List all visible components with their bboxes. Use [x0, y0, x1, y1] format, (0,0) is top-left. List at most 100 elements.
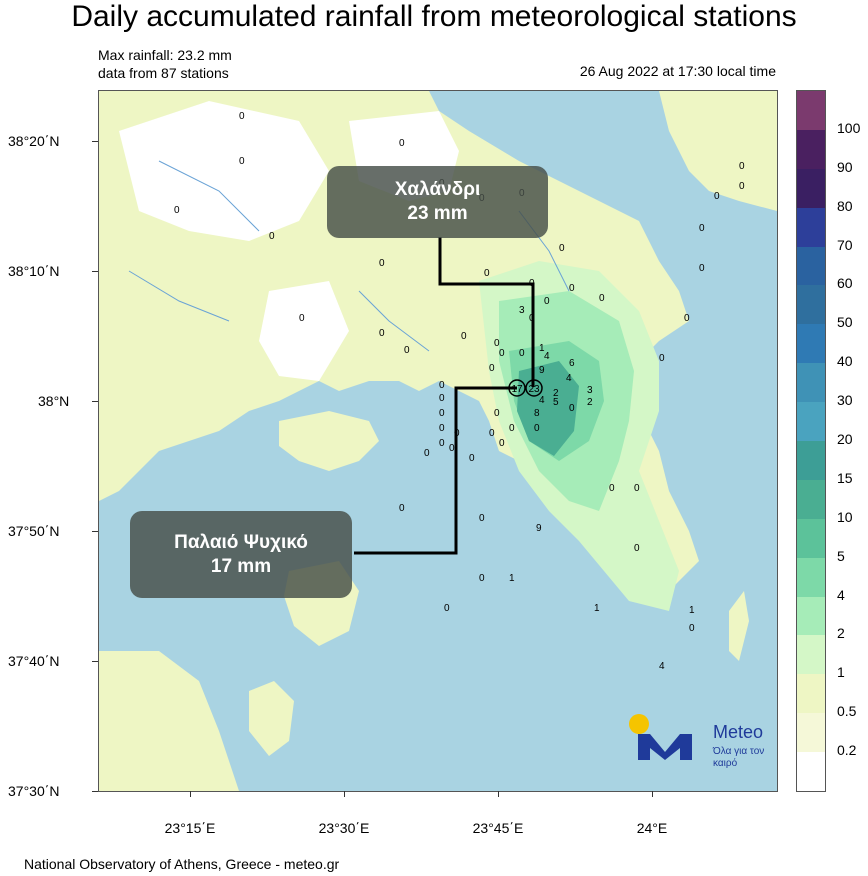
- chalandri-connector: [438, 237, 535, 387]
- station-value: 0: [499, 438, 505, 449]
- station-value: 0: [739, 181, 745, 192]
- station-value: 0: [399, 138, 405, 149]
- station-value: 0: [544, 296, 550, 307]
- station-value: 0: [269, 231, 275, 242]
- page-title: Daily accumulated rainfall from meteorol…: [71, 0, 797, 33]
- legend-band: [797, 713, 825, 753]
- station-value: 0: [469, 453, 475, 464]
- callout-rain-value: 17 mm: [210, 555, 272, 577]
- station-value: 3: [519, 305, 525, 316]
- station-value: 0: [659, 353, 665, 364]
- lat-label: 38°10΄N: [8, 263, 60, 279]
- station-value: 0: [634, 483, 640, 494]
- legend-label: 2: [837, 625, 845, 642]
- southwest-island: [249, 681, 294, 756]
- station-value: 0: [479, 513, 485, 524]
- chalandri-station-marker[interactable]: [525, 379, 543, 397]
- station-value: 0: [444, 603, 450, 614]
- station-value: 1: [594, 603, 600, 614]
- station-value: 1: [539, 343, 545, 354]
- station-value: 4: [659, 661, 665, 672]
- lat-tick: [92, 401, 98, 402]
- legend-band: [797, 402, 825, 441]
- summary-info: Max rainfall: 23.2 mm data from 87 stati…: [98, 46, 232, 82]
- psychiko-connector: [354, 386, 517, 555]
- station-value: 0: [454, 428, 460, 439]
- station-value: 0: [439, 408, 445, 419]
- station-value: 8: [534, 408, 540, 419]
- color-legend: [796, 90, 826, 792]
- legend-band: [797, 363, 825, 403]
- legend-band: [797, 479, 825, 519]
- station-value: 0: [494, 408, 500, 419]
- peloponnese-coast: [99, 651, 239, 791]
- station-value: 0: [569, 283, 575, 294]
- station-value: 0: [489, 428, 495, 439]
- lat-tick: [92, 141, 98, 142]
- station-value: 9: [536, 523, 542, 534]
- lon-tick: [652, 791, 653, 797]
- station-value: 0: [684, 313, 690, 324]
- lat-label: 37°30΄N: [8, 783, 60, 799]
- legend-band: [797, 168, 825, 208]
- lat-label: 37°40΄N: [8, 653, 60, 669]
- legend-band: [797, 596, 825, 636]
- legend-band: [797, 129, 825, 169]
- callout-rain-value: 23 mm: [407, 203, 468, 224]
- station-value: 0: [239, 156, 245, 167]
- station-value: 0: [239, 111, 245, 122]
- legend-band: [797, 518, 825, 558]
- rivers: [128, 160, 570, 352]
- station-value: 0: [609, 483, 615, 494]
- station-value: 2: [553, 388, 559, 399]
- sun-icon: [629, 714, 649, 734]
- legend-label: 5: [837, 547, 845, 564]
- station-value: 0: [529, 313, 535, 324]
- station-value: 0: [461, 331, 467, 342]
- legend-label: 30: [837, 392, 853, 409]
- legend-label: 4: [837, 586, 845, 603]
- station-value: 0: [299, 313, 305, 324]
- station-value: 0: [699, 263, 705, 274]
- station-value: 0: [559, 243, 565, 254]
- station-value: 0: [424, 448, 430, 459]
- psychiko-station-marker[interactable]: [508, 379, 526, 397]
- station-value: 0: [399, 503, 405, 514]
- legend-label: 100: [837, 119, 861, 136]
- station-value: 0: [689, 623, 695, 634]
- legend-label: 15: [837, 469, 853, 486]
- footer-credit: National Observatory of Athens, Greece -…: [24, 856, 340, 872]
- station-value: 0: [404, 345, 410, 356]
- station-value: 0: [714, 191, 720, 202]
- station-value: 0: [479, 573, 485, 584]
- lon-tick: [344, 791, 345, 797]
- lat-tick: [92, 531, 98, 532]
- lon-label: 23°15΄E: [164, 820, 216, 836]
- station-value: 0: [599, 293, 605, 304]
- lat-label: 38°20΄N: [8, 133, 60, 149]
- lon-tick: [190, 791, 191, 797]
- psychiko-callout[interactable]: Παλαιό Ψυχικό 17 mm: [130, 511, 352, 598]
- station-value: 0: [569, 403, 575, 414]
- station-value: 3: [587, 385, 593, 396]
- station-value: 0: [509, 423, 515, 434]
- east-attica-coast: [659, 91, 777, 211]
- legend-band: [797, 285, 825, 325]
- station-value: 0: [439, 438, 445, 449]
- station-value: 0: [449, 443, 455, 454]
- station-value: 0: [484, 268, 490, 279]
- meteo-logo: [629, 714, 692, 760]
- timestamp: 26 Aug 2022 at 17:30 local time: [579, 63, 776, 79]
- legend-label: 40: [837, 353, 853, 370]
- legend-label: 90: [837, 158, 853, 175]
- legend-label: 10: [837, 508, 853, 525]
- chalandri-callout[interactable]: Χαλάνδρι 23 mm: [327, 166, 548, 238]
- legend-label: 50: [837, 314, 853, 331]
- station-value: 0: [439, 380, 445, 391]
- lat-label: 37°50΄N: [8, 523, 60, 539]
- callout-station-name: Παλαιό Ψυχικό: [174, 531, 308, 553]
- station-value: 5: [553, 397, 559, 408]
- lon-label: 23°45΄E: [472, 820, 524, 836]
- station-value: 0: [499, 348, 505, 359]
